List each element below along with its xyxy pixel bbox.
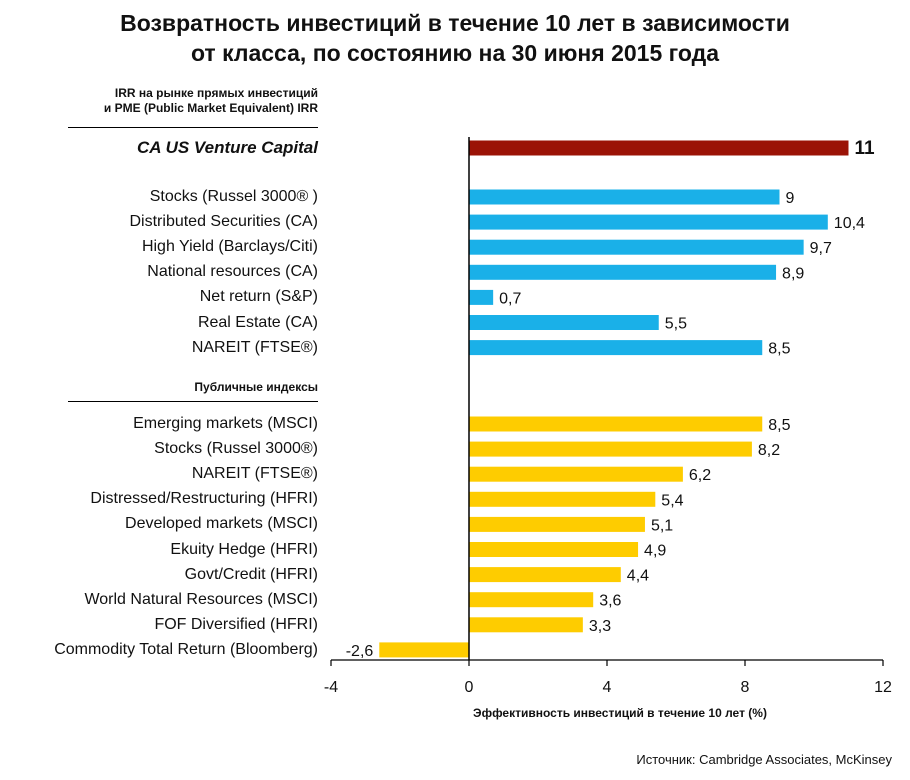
category-label: Developed markets (MSCI) xyxy=(125,515,318,533)
category-label: Stocks (Russel 3000® ) xyxy=(149,188,318,205)
category-label: NAREIT (FTSE®) xyxy=(191,465,318,483)
chart-title-line1: Возвратность инвестиций в течение 10 лет… xyxy=(120,10,790,36)
data-label: 6,2 xyxy=(689,467,711,484)
x-tick-label: 12 xyxy=(874,679,892,696)
data-label: 4,4 xyxy=(627,568,649,585)
category-label: High Yield (Barclays/Citi) xyxy=(141,238,318,256)
category-label: Emerging markets (MSCI) xyxy=(133,415,318,432)
data-label: 9 xyxy=(786,190,795,207)
category-label: Stocks (Russel 3000®) xyxy=(154,440,318,458)
bar xyxy=(469,264,777,280)
bar xyxy=(469,340,763,356)
section-divider-public xyxy=(68,401,318,402)
x-tick-label: -4 xyxy=(324,679,338,696)
category-label: CA US Venture Capital xyxy=(136,138,318,157)
category-label: Real Estate (CA) xyxy=(197,313,318,331)
data-label: 5,4 xyxy=(661,492,683,509)
source-note: Источник: Cambridge Associates, McKinsey xyxy=(636,752,892,767)
data-label: 5,5 xyxy=(665,316,687,333)
bar xyxy=(469,441,752,457)
category-label: World Natural Resources (MSCI) xyxy=(84,590,318,608)
category-label: National resources (CA) xyxy=(147,263,318,281)
section-heading-public: Публичные индексы xyxy=(194,380,318,394)
section-heading-private: IRR на рынке прямых инвестиций и PME (Pu… xyxy=(104,86,318,116)
section-heading-private-line1: IRR на рынке прямых инвестиций xyxy=(114,86,318,100)
data-label: 8,5 xyxy=(768,417,790,434)
data-label: 8,5 xyxy=(768,341,790,358)
category-label: Govt/Credit (HFRI) xyxy=(184,565,318,583)
chart-title-line2: от класса, по состоянию на 30 июня 2015 … xyxy=(190,40,720,66)
bar xyxy=(469,466,683,482)
x-tick-label: 4 xyxy=(603,679,612,696)
bar xyxy=(469,416,763,432)
data-label: 4,9 xyxy=(644,543,666,560)
bar xyxy=(469,617,583,633)
bar xyxy=(379,642,469,658)
data-label: 9,7 xyxy=(810,240,832,257)
data-label: 0,7 xyxy=(499,290,521,307)
data-label: 11 xyxy=(855,138,876,159)
bar xyxy=(469,592,594,608)
bar xyxy=(469,516,645,532)
data-label: 3,3 xyxy=(589,618,611,635)
x-axis-title: Эффективность инвестиций в течение 10 ле… xyxy=(473,706,767,720)
data-label: -2,6 xyxy=(346,643,374,660)
bar xyxy=(469,315,659,330)
data-label: 5,1 xyxy=(651,517,673,534)
category-label: Net return (S&P) xyxy=(199,288,318,306)
data-label: 8,9 xyxy=(782,265,804,282)
chart-title: Возвратность инвестиций в течение 10 лет… xyxy=(0,8,910,68)
category-label: Distressed/Restructuring (HFRI) xyxy=(90,490,318,508)
bar xyxy=(469,140,849,156)
category-label: FOF Diversified (HFRI) xyxy=(154,615,318,633)
category-label: Commodity Total Return (Bloomberg) xyxy=(54,640,318,658)
x-tick-label: 0 xyxy=(465,679,474,696)
section-divider-private xyxy=(68,127,318,128)
data-label: 10,4 xyxy=(834,215,865,232)
category-label: NAREIT (FTSE®) xyxy=(191,338,318,356)
category-label: Ekuity Hedge (HFRI) xyxy=(170,540,318,558)
bar xyxy=(469,542,639,557)
bar xyxy=(469,491,656,507)
data-label: 3,6 xyxy=(599,593,621,610)
data-label: 8,2 xyxy=(758,442,780,459)
x-tick-label: 8 xyxy=(741,679,750,696)
category-label: Distributed Securities (CA) xyxy=(129,213,319,231)
bar xyxy=(469,289,494,305)
section-heading-private-line2: и PME (Public Market Equivalent) IRR xyxy=(103,101,318,115)
bar xyxy=(469,189,780,205)
bar xyxy=(469,239,804,255)
bar xyxy=(469,567,621,583)
bar xyxy=(469,214,828,230)
